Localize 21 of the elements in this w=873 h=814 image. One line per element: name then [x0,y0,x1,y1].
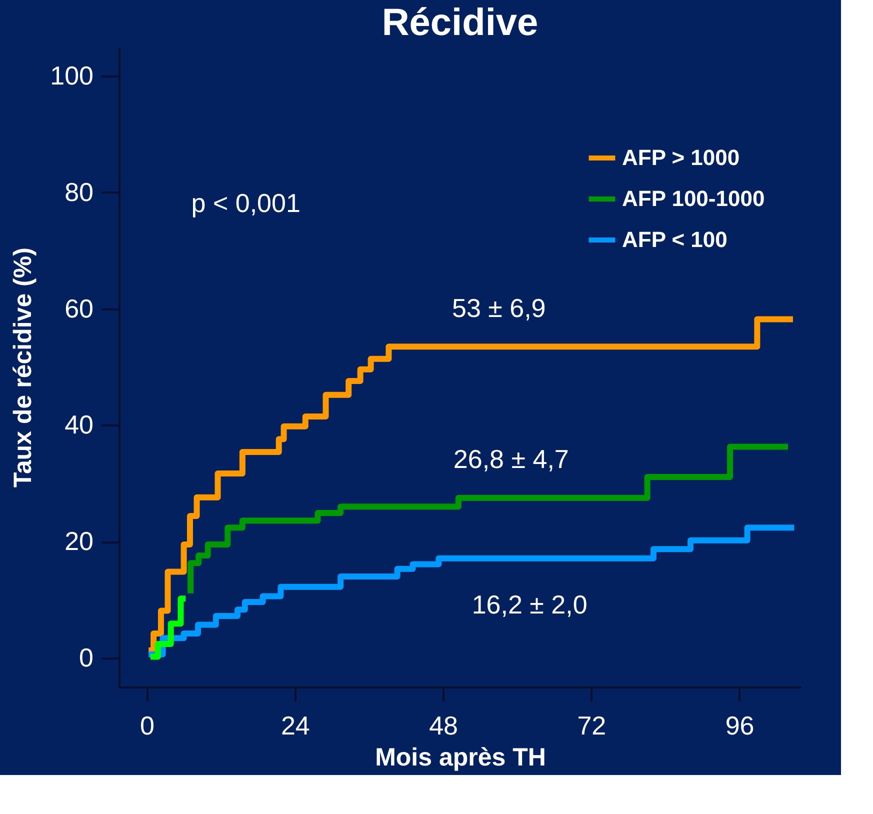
y-tick-label: 20 [64,526,94,556]
y-axis-title: Taux de récidive (%) [9,248,38,488]
y-tick-label: 60 [64,293,94,324]
y-tick-label: 40 [64,410,94,440]
x-tick-label: 72 [577,710,606,740]
x-tick-label: 0 [140,710,155,740]
x-tick-label: 48 [429,710,458,740]
x-axis-title: Mois après TH [375,744,546,772]
y-tick-label: 0 [79,642,94,672]
chart-title: Récidive [382,2,538,44]
annotation: 53 ± 6,9 [452,292,546,323]
x-tick-label: 24 [280,710,310,740]
x-tick-label: 96 [725,710,754,740]
annotation: 16,2 ± 2,0 [472,590,588,620]
y-tick-label: 80 [64,176,94,207]
y-tick-label: 100 [50,60,94,91]
annotation: p < 0,001 [191,188,300,218]
legend-label: AFP < 100 [622,227,728,252]
legend-label: AFP > 1000 [622,145,740,170]
legend-label: AFP 100-1000 [622,186,765,211]
annotation: 26,8 ± 4,7 [453,444,569,474]
